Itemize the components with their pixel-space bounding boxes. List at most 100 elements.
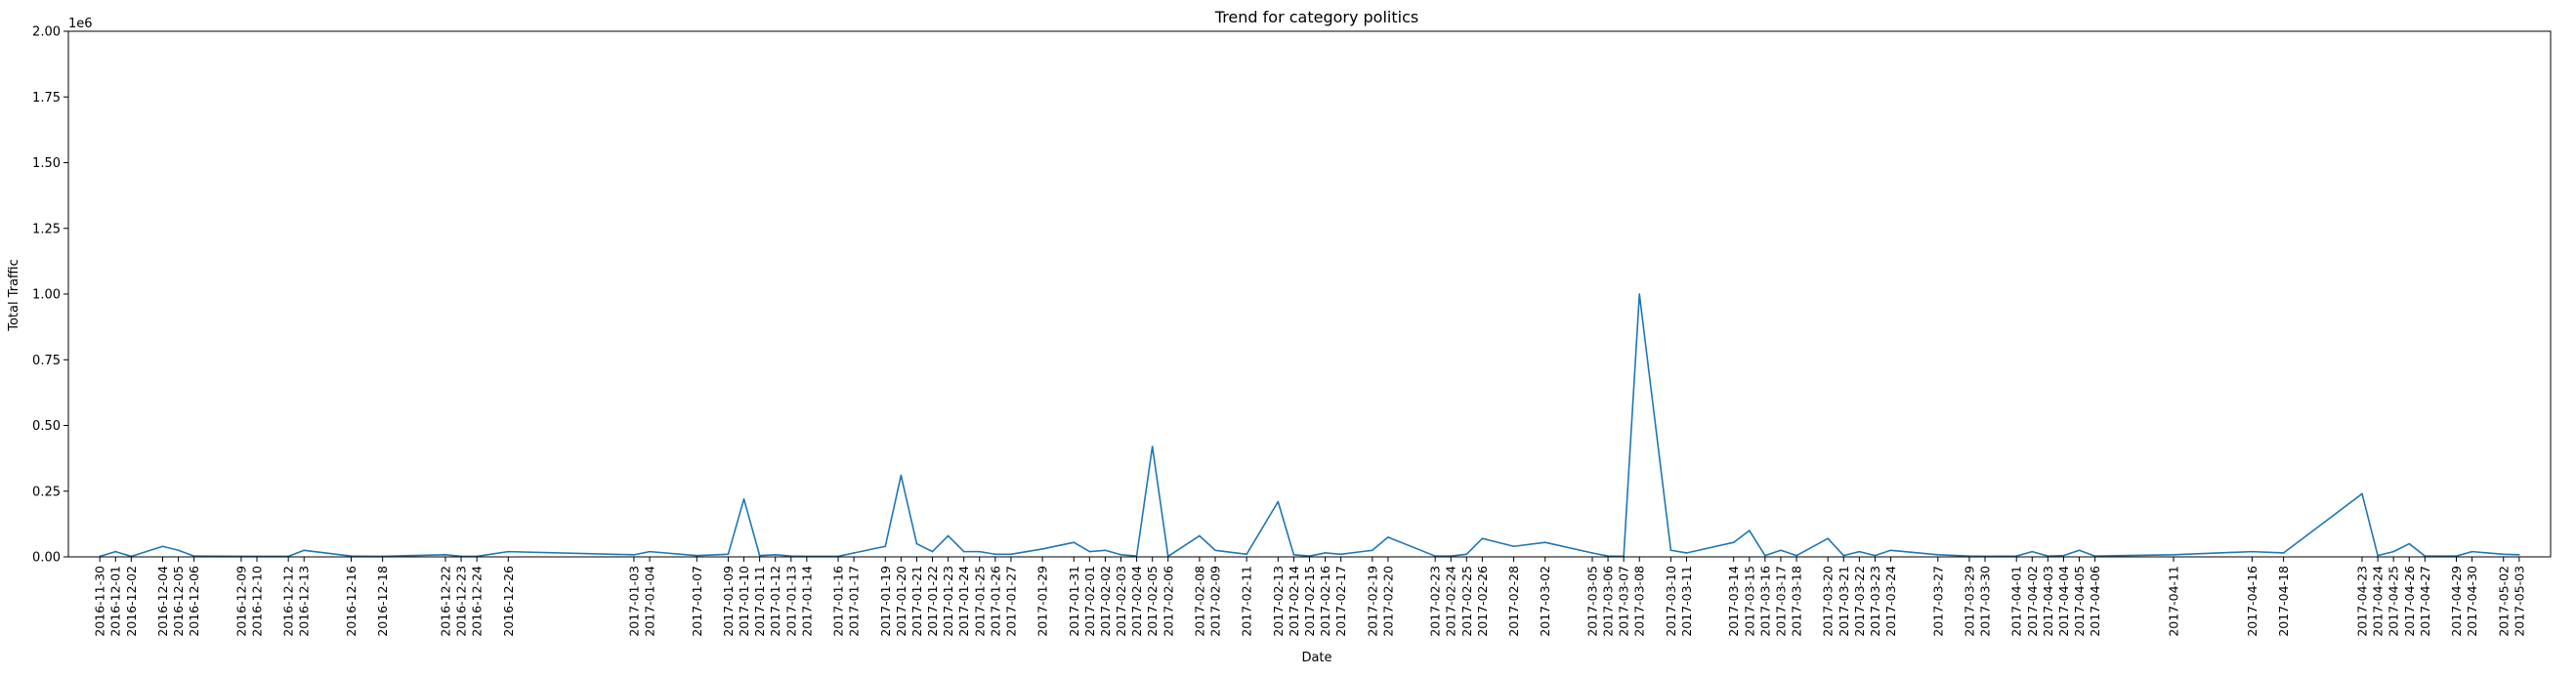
data-point — [1339, 553, 1342, 556]
data-point — [1151, 445, 1154, 447]
x-tick-label: 2017-03-22 — [1852, 566, 1867, 637]
data-point — [931, 550, 934, 553]
y-tick-label: 1.50 — [32, 156, 61, 171]
y-tick-label: 1.00 — [32, 288, 61, 303]
x-tick-label: 2017-02-06 — [1161, 566, 1175, 637]
x-tick-label: 2017-04-06 — [2088, 566, 2102, 637]
data-point — [2502, 553, 2505, 556]
x-tick-label: 2017-02-16 — [1318, 566, 1332, 637]
data-point — [2377, 554, 2379, 557]
data-point — [1088, 550, 1091, 553]
data-point — [742, 498, 745, 500]
data-point — [177, 549, 180, 552]
x-tick-label: 2017-02-17 — [1333, 566, 1348, 637]
series-layer — [99, 293, 2520, 558]
x-tick-label: 2016-12-23 — [454, 566, 469, 637]
x-tick-label: 2017-03-24 — [1883, 566, 1898, 637]
data-point — [1543, 541, 1546, 544]
x-tick-label: 2017-04-05 — [2072, 566, 2087, 637]
x-tick-label: 2017-03-27 — [1930, 566, 1945, 637]
x-tick-label: 2017-01-16 — [831, 566, 846, 637]
x-tick-label: 2016-12-26 — [501, 566, 516, 637]
x-tick-label: 2017-04-23 — [2355, 566, 2370, 637]
x-tick-label: 2017-03-11 — [1679, 566, 1694, 637]
x-tick-label: 2017-03-08 — [1632, 566, 1647, 637]
data-point — [1073, 541, 1076, 544]
y-tick-label: 2.00 — [32, 25, 61, 40]
x-tick-label: 2017-03-29 — [1962, 566, 1976, 637]
series-line — [99, 293, 2519, 558]
data-point — [1246, 553, 1247, 556]
x-tick-label: 2017-04-27 — [2418, 566, 2432, 637]
data-point — [444, 554, 446, 556]
data-point — [2251, 550, 2254, 553]
x-tick-label: 2017-02-01 — [1082, 566, 1097, 637]
data-point — [978, 550, 981, 553]
data-point — [1041, 548, 1043, 550]
x-tick-label: 2017-04-03 — [2041, 566, 2055, 637]
x-tick-label: 2017-03-20 — [1821, 566, 1836, 637]
x-tick-label: 2017-05-02 — [2496, 566, 2511, 637]
x-tick-label: 2017-03-07 — [1617, 566, 1631, 637]
x-tick-label: 2016-12-13 — [297, 566, 312, 637]
x-tick-label: 2017-03-02 — [1538, 566, 1552, 637]
x-tick-label: 2016-11-30 — [93, 566, 107, 637]
data-point — [1465, 553, 1468, 556]
y-tick-label: 1.25 — [32, 222, 61, 236]
data-point — [1199, 534, 1201, 537]
data-point — [1669, 549, 1672, 552]
data-point — [1780, 549, 1782, 552]
x-tick-label: 2017-01-21 — [909, 566, 924, 637]
data-point — [507, 550, 510, 553]
x-tick-label: 2017-02-24 — [1444, 566, 1458, 637]
data-point — [774, 554, 777, 556]
data-point — [696, 554, 698, 557]
data-point — [1481, 537, 1484, 539]
data-point — [727, 553, 730, 556]
data-point — [1372, 549, 1373, 552]
x-tick-label: 2017-04-16 — [2245, 566, 2259, 637]
x-tick-label: 2017-02-15 — [1302, 566, 1317, 637]
x-tick-label: 2016-12-24 — [470, 566, 485, 637]
data-point — [2173, 554, 2175, 556]
data-point — [2062, 554, 2065, 557]
plot-area-frame — [67, 30, 2552, 558]
data-point — [114, 550, 117, 553]
data-point — [2392, 550, 2394, 553]
data-point — [1010, 553, 1012, 556]
x-tick-label: 2017-04-26 — [2402, 566, 2417, 637]
data-point — [1936, 554, 1939, 556]
data-point — [1591, 552, 1593, 554]
x-tick-label: 2016-12-06 — [187, 566, 201, 637]
x-tick-label: 2017-02-03 — [1114, 566, 1128, 637]
x-tick-label: 2017-04-30 — [2465, 566, 2479, 637]
data-point — [853, 552, 855, 554]
data-point — [1512, 545, 1515, 548]
data-point — [1387, 536, 1389, 538]
data-point — [2518, 554, 2520, 556]
data-point — [758, 554, 761, 557]
x-tick-label: 2016-12-22 — [438, 566, 452, 637]
x-tick-label: 2017-04-29 — [2449, 566, 2464, 637]
x-tick-label: 2017-03-16 — [1757, 566, 1772, 637]
x-tick-label: 2017-01-17 — [847, 566, 862, 637]
x-tick-label: 2017-01-24 — [956, 566, 971, 637]
x-tick-label: 2017-01-12 — [768, 566, 782, 637]
x-tick-label: 2017-03-18 — [1790, 566, 1804, 637]
data-point — [1858, 550, 1861, 553]
data-point — [1292, 554, 1295, 556]
data-point — [1324, 552, 1327, 554]
x-tick-label: 2017-02-14 — [1287, 566, 1301, 637]
y-tick-label: 0.25 — [32, 485, 61, 499]
data-point — [1874, 554, 1877, 557]
data-point — [1277, 500, 1280, 503]
data-point — [2078, 549, 2081, 552]
x-tick-label: 2017-02-23 — [1428, 566, 1443, 637]
x-tick-label: 2017-01-19 — [878, 566, 893, 637]
x-tick-label: 2017-01-04 — [643, 566, 657, 637]
x-tick-label: 2017-02-13 — [1271, 566, 1286, 637]
x-tick-label: 2017-01-23 — [941, 566, 955, 637]
x-tick-label: 2016-12-12 — [281, 566, 296, 637]
data-point — [900, 474, 903, 477]
